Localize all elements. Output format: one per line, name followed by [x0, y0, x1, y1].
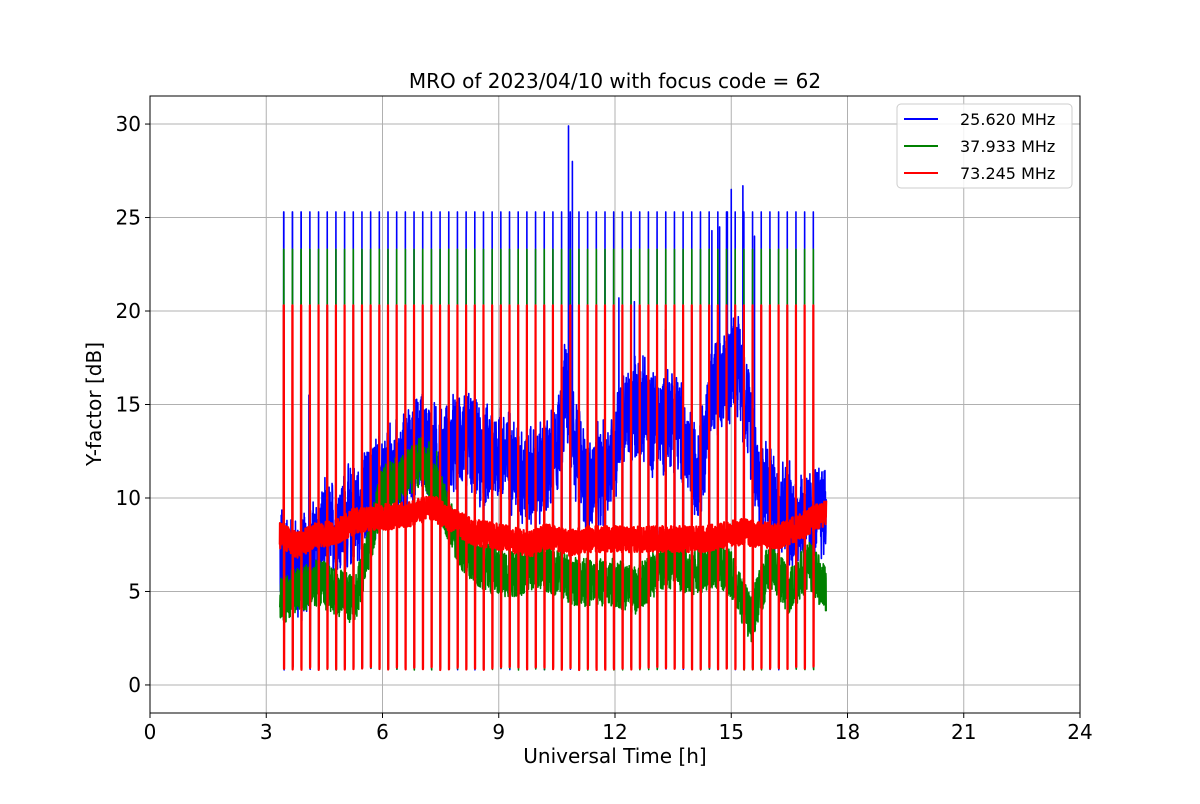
- x-tick-label: 21: [951, 720, 976, 744]
- x-tick-label: 12: [602, 720, 627, 744]
- series-lines: [278, 125, 828, 672]
- y-axis-label: Y-factor [dB]: [82, 342, 106, 467]
- y-tick-label: 0: [128, 673, 141, 697]
- x-axis-label: Universal Time [h]: [523, 744, 706, 768]
- legend-entry-1: 37.933 MHz: [960, 137, 1055, 156]
- legend-box: [896, 103, 1073, 189]
- y-tick-label: 5: [128, 579, 141, 603]
- y-tick-label: 30: [116, 112, 141, 136]
- legend: 25.620 MHz 37.933 MHz 73.245 MHz: [896, 103, 1073, 189]
- axis-ticks: 0 3 6 9 12 15 18 21 24 0 5 10 15 20 25 30: [116, 112, 1093, 744]
- chart-title: MRO of 2023/04/10 with focus code = 62: [409, 69, 821, 93]
- y-tick-label: 20: [116, 299, 141, 323]
- y-tick-label: 15: [116, 393, 141, 417]
- x-tick-label: 24: [1067, 720, 1092, 744]
- x-tick-label: 3: [260, 720, 273, 744]
- legend-entry-0: 25.620 MHz: [960, 110, 1055, 129]
- legend-entry-2: 73.245 MHz: [960, 164, 1055, 183]
- x-tick-label: 0: [144, 720, 157, 744]
- y-tick-label: 25: [116, 206, 141, 230]
- x-tick-label: 18: [835, 720, 860, 744]
- x-tick-label: 6: [376, 720, 389, 744]
- x-tick-label: 15: [719, 720, 744, 744]
- series-line-2: [278, 304, 828, 672]
- x-tick-label: 9: [492, 720, 505, 744]
- y-tick-label: 10: [116, 486, 141, 510]
